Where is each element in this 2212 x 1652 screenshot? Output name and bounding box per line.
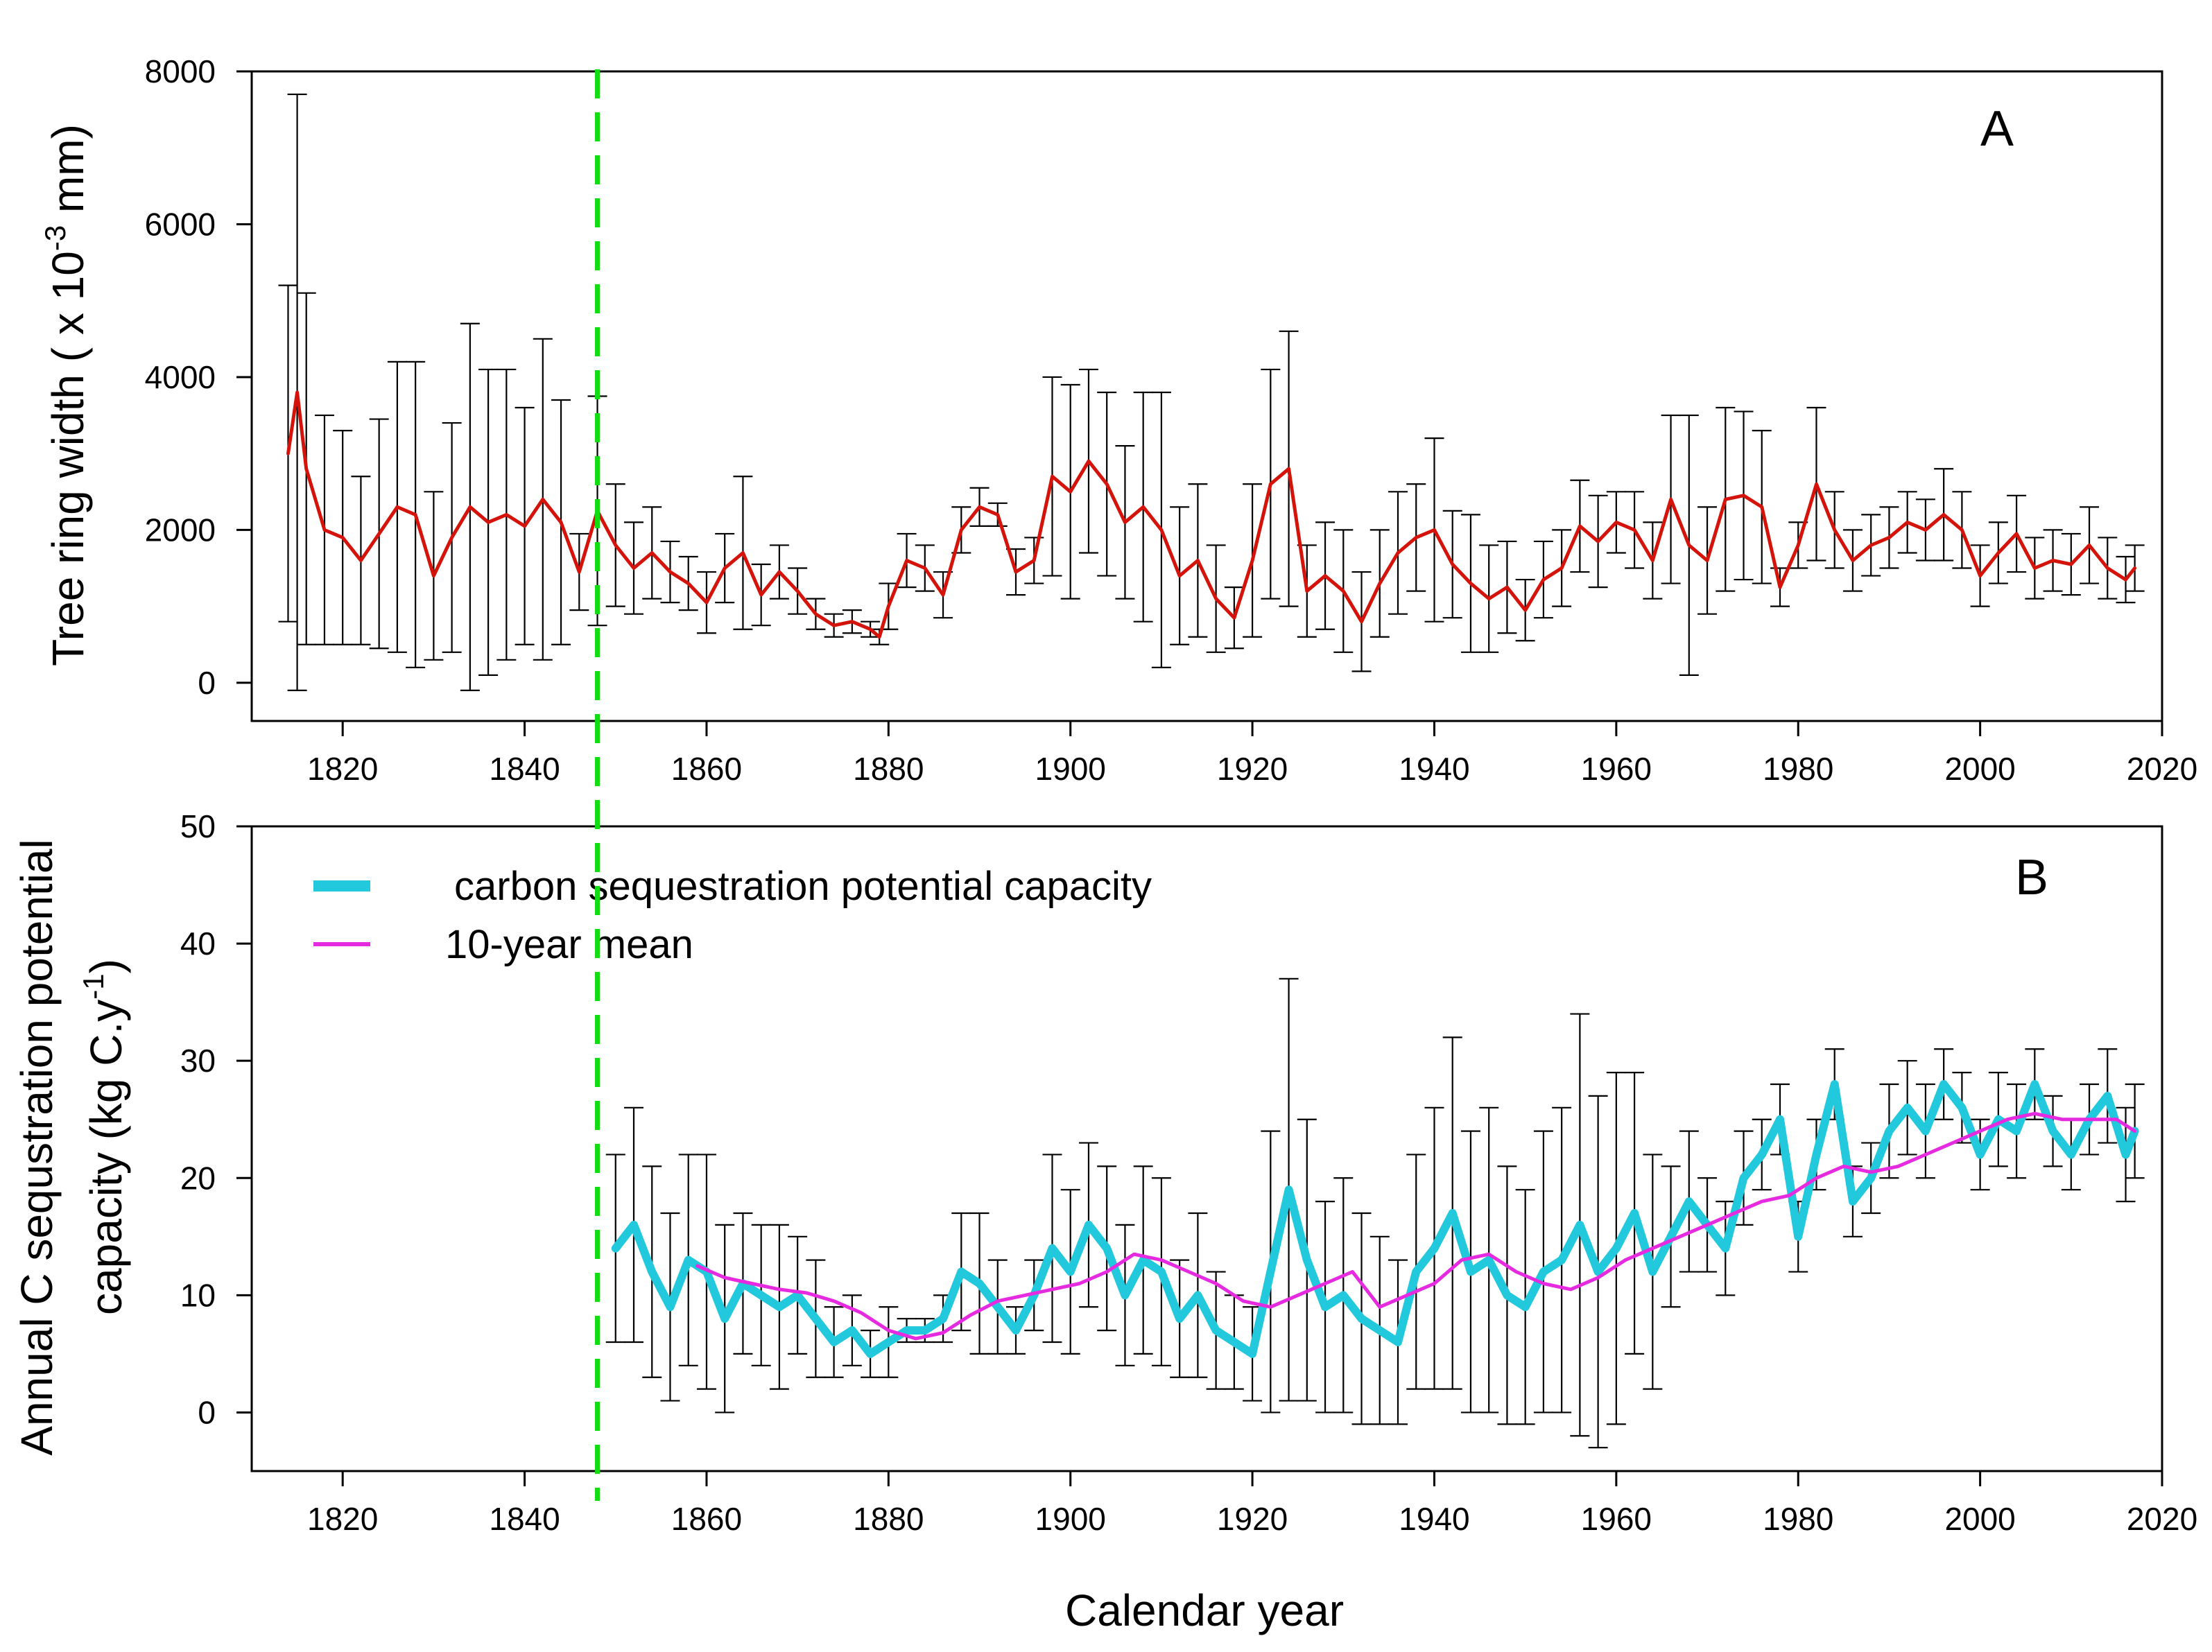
- panel-a-y-tick-label: 8000: [145, 53, 216, 89]
- legend: carbon sequestration potential capacity …: [313, 864, 1152, 967]
- panel-b-x-tick-label: 1920: [1217, 1501, 1288, 1537]
- panel-b-y-axis-title-line2-prefix: capacity (kg C.y: [81, 1000, 131, 1315]
- panel-a-x-tick-label: 1820: [307, 751, 378, 787]
- panel-a-x-tick-label: 1960: [1581, 751, 1652, 787]
- panel-a: 0 2000 4000 6000 8000 1820 1840 1860 1880 1900 192…: [39, 53, 2197, 787]
- panel-a-x-tick-label: 2000: [1944, 751, 2015, 787]
- panel-a-y-tick-label: 2000: [145, 512, 216, 548]
- panel-b-y-tick-label: 50: [180, 808, 216, 844]
- legend-label-mean: 10-year mean: [445, 922, 693, 967]
- panel-a-x-tick-label: 1940: [1399, 751, 1469, 787]
- panel-b-x-tick-label: 1840: [489, 1501, 560, 1537]
- x-axis-title: Calendar year: [1065, 1585, 1344, 1635]
- panel-a-y-tick-label: 0: [198, 665, 216, 701]
- panel-a-label: A: [1980, 101, 2014, 157]
- panel-b-x-tick-label: 1960: [1581, 1501, 1652, 1537]
- panel-b-y-tick-label: 20: [180, 1160, 216, 1196]
- legend-label-carbon: carbon sequestration potential capacity: [454, 864, 1152, 909]
- panel-a-x-tick-label: 1980: [1763, 751, 1833, 787]
- panel-a-plot-frame: [250, 70, 2163, 722]
- panel-b-y-axis-title-line2: capacity (kg C.y-1): [77, 959, 131, 1315]
- panel-a-y-axis-title-suffix: mm): [43, 124, 93, 225]
- panel-b-series-mean: [695, 1111, 2137, 1341]
- panel-b-x-tick-label: 1820: [307, 1501, 378, 1537]
- panel-b-y-tick-label: 0: [198, 1394, 216, 1430]
- panel-a-x-tick-label: 1900: [1035, 751, 1106, 787]
- panel-a-y-axis-title: Tree ring width ( x 10-3 mm): [39, 124, 93, 666]
- panel-b-y-axis-title-line1: Annual C sequstration potential: [12, 839, 62, 1455]
- panel-a-x-tick-label: 1880: [853, 751, 924, 787]
- panel-b-x-tick-label: 1980: [1763, 1501, 1833, 1537]
- panel-a-series-main: [278, 93, 2145, 692]
- panel-b-series-main: [605, 977, 2145, 1449]
- panel-a-x-tick-label: 1860: [671, 751, 742, 787]
- panel-b-y-tick-label: 10: [180, 1277, 216, 1313]
- panel-b-x-tick-label: 2000: [1944, 1501, 2015, 1537]
- panel-a-x-tick-label: 1840: [489, 751, 560, 787]
- panel-a-y-tick-label: 6000: [145, 206, 216, 242]
- panel-b-label: B: [2015, 850, 2048, 905]
- panel-a-series-line: [286, 390, 2137, 639]
- panel-b-y-axis-title-line2-suffix: ): [81, 959, 131, 973]
- panel-b-x-tick-label: 2020: [2127, 1501, 2197, 1537]
- panel-a-x-tick-label: 2020: [2127, 751, 2197, 787]
- panel-b: 0 10 20 30 40 50 1820 1840 1860 1880 1900 1920 1940 1…: [12, 808, 2197, 1635]
- panel-b-x-tick-label: 1860: [671, 1501, 742, 1537]
- panel-a-y-axis-title-prefix: Tree ring width ( x 10: [43, 251, 93, 666]
- panel-b-x-tick-label: 1880: [853, 1501, 924, 1537]
- panel-b-series-line: [695, 1111, 2137, 1341]
- panel-a-y-tick-label: 4000: [145, 359, 216, 395]
- panel-b-x-tick-label: 1940: [1399, 1501, 1469, 1537]
- panel-a-x-tick-label: 1920: [1217, 751, 1288, 787]
- panel-a-y-axis-title-exponent: -3: [39, 225, 71, 251]
- panel-b-series-line: [611, 1080, 2139, 1358]
- panel-b-plot-frame: [250, 825, 2163, 1472]
- panel-b-x-tick-label: 1900: [1035, 1501, 1106, 1537]
- panel-b-y-tick-label: 30: [180, 1043, 216, 1079]
- panel-b-y-tick-label: 40: [180, 925, 216, 962]
- panel-b-y-axis-title-line2-exponent: -1: [77, 973, 110, 999]
